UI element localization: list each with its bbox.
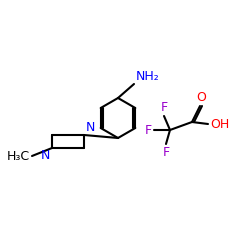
Text: N: N — [40, 149, 50, 162]
Text: OH: OH — [210, 118, 229, 130]
Text: F: F — [145, 124, 152, 136]
Text: N: N — [86, 121, 96, 134]
Text: NH₂: NH₂ — [136, 70, 160, 83]
Text: F: F — [160, 101, 168, 114]
Text: H₃C: H₃C — [7, 150, 30, 162]
Text: F: F — [162, 146, 170, 159]
Text: O: O — [196, 91, 206, 104]
